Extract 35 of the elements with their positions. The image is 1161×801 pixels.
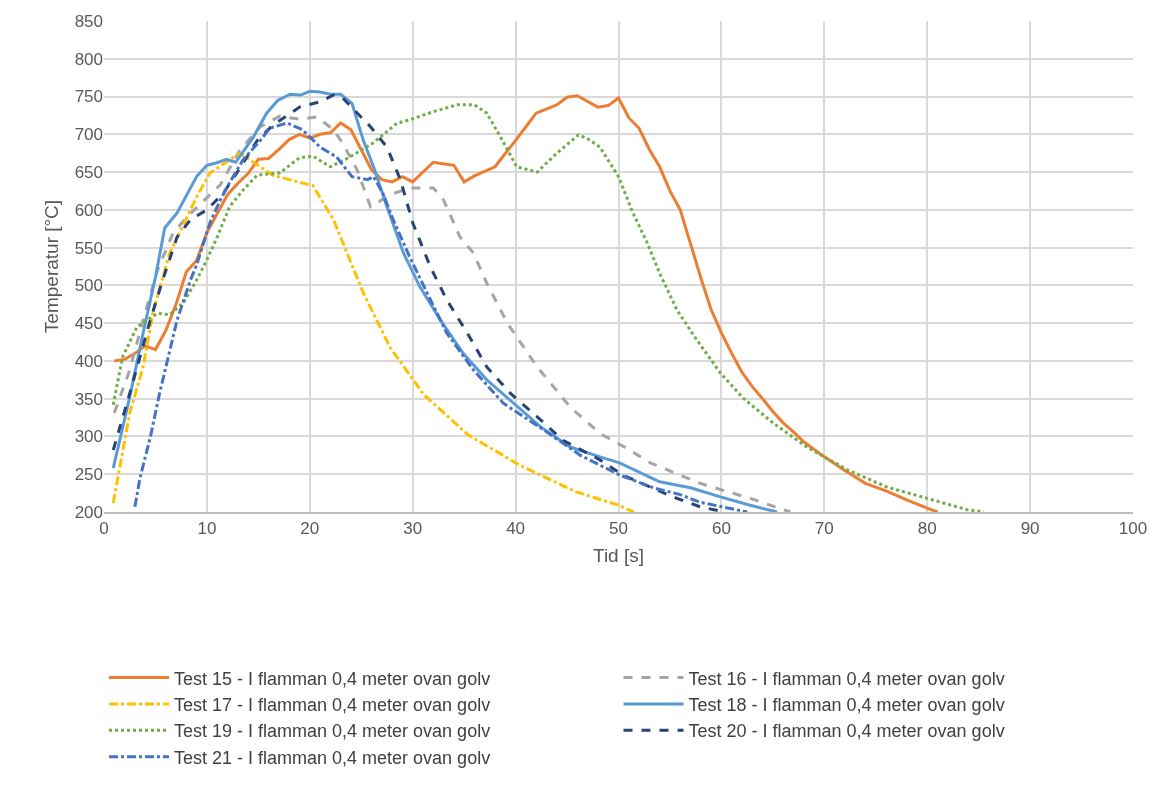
x-tick-label: 100 [1118,519,1148,539]
y-tick-label: 500 [74,276,103,296]
x-tick-label: 0 [99,519,109,539]
legend-label: Test 18 - I flamman 0,4 meter ovan golv [688,694,1005,715]
y-tick-label: 850 [74,11,103,31]
y-tick-label: 700 [74,125,103,145]
x-tick-label: 30 [403,519,423,539]
y-axis-title: Temperatur [°C] [41,199,63,334]
y-tick-label: 750 [74,87,103,107]
y-tick-label: 650 [74,163,103,183]
line-series [111,151,636,512]
y-tick-label: 600 [74,200,103,220]
x-tick-label: 80 [917,519,937,539]
y-tick-label: 400 [74,351,103,371]
legend-label: Test 20 - I flamman 0,4 meter ovan golv [688,721,1005,742]
y-tick-label: 550 [74,238,103,258]
y-tick-label: 800 [74,49,103,69]
y-tick-label: 250 [74,465,103,485]
x-tick-label: 50 [609,519,628,539]
x-tick-label: 10 [197,519,217,539]
x-tick-label: 90 [1020,519,1040,539]
y-tick-label: 450 [74,314,103,334]
legend-label: Test 16 - I flamman 0,4 meter ovan golv [688,668,1005,689]
x-tick-label: 20 [300,519,320,539]
y-tick-label: 300 [74,427,103,447]
y-tick-label: 350 [74,389,103,409]
x-tick-label: 40 [506,519,526,539]
x-tick-label: 60 [711,519,731,539]
legend-label: Test 19 - I flamman 0,4 meter ovan golv [174,721,491,742]
legend-label: Test 17 - I flamman 0,4 meter ovan golv [174,694,491,715]
y-tick-label: 200 [74,502,103,522]
legend-label: Test 15 - I flamman 0,4 meter ovan golv [174,668,491,689]
x-tick-label: 70 [814,519,834,539]
legend-label: Test 21 - I flamman 0,4 meter ovan golv [174,747,491,768]
x-axis-title: Tid [s] [592,545,645,567]
